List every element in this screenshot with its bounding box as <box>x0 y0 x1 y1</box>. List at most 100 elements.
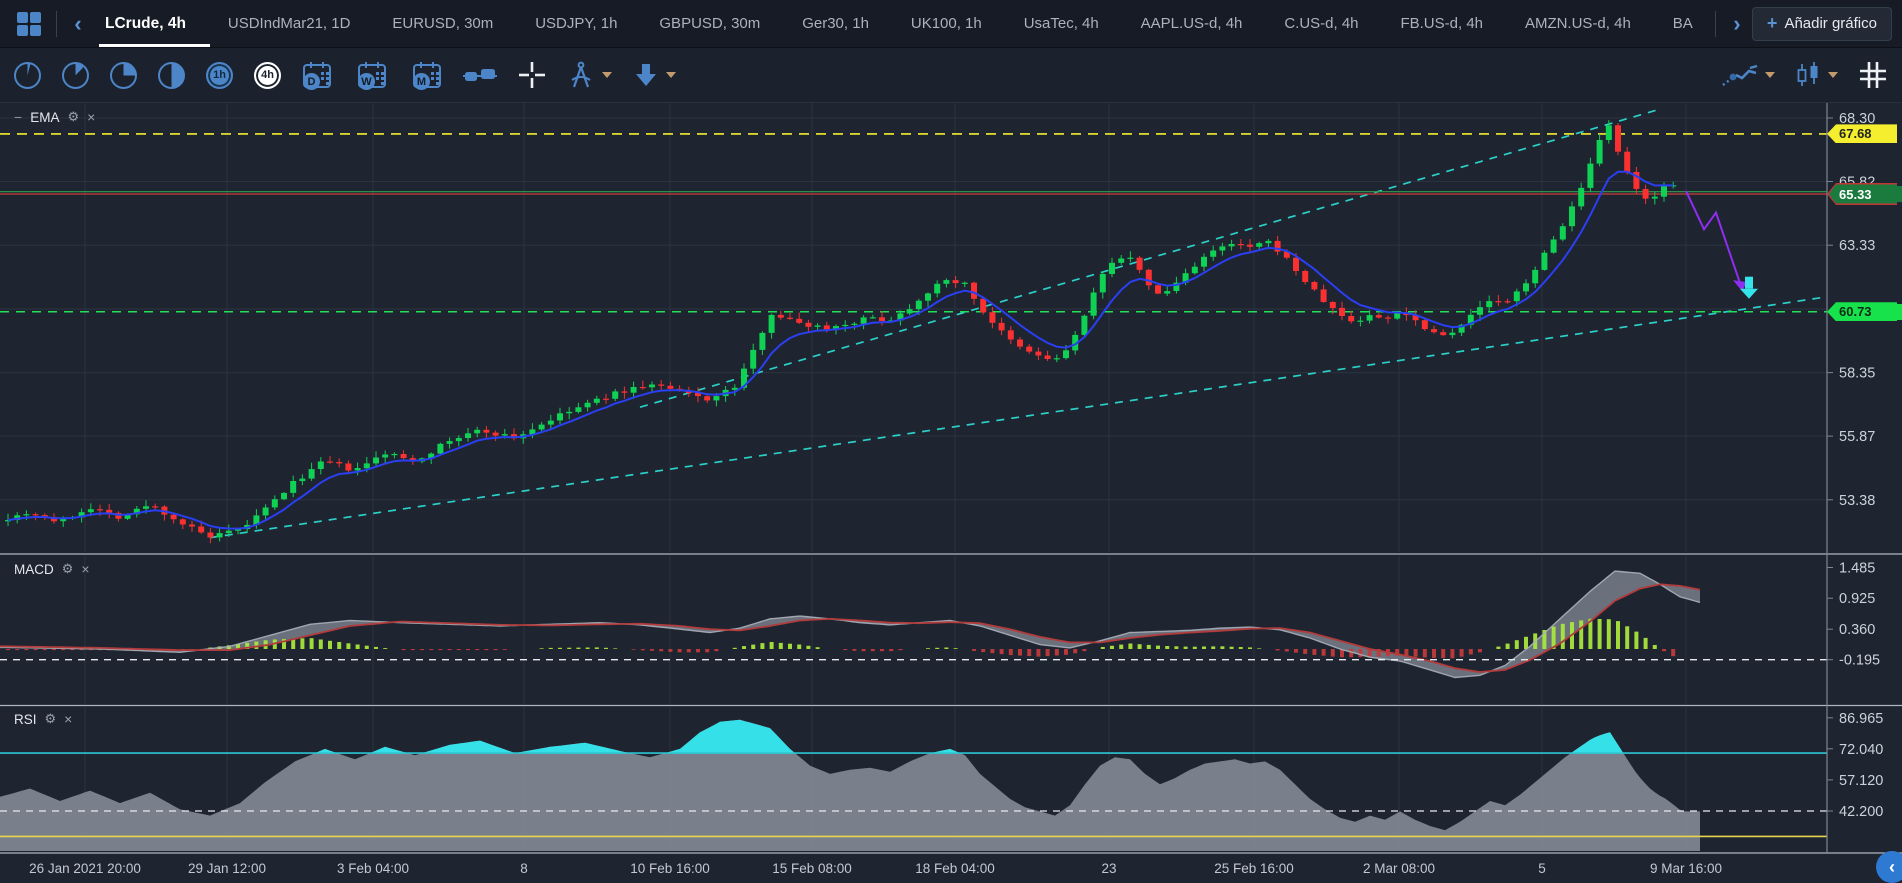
current-price-badge-value: 65.33 <box>1827 183 1897 205</box>
period-5m-button[interactable] <box>62 61 89 89</box>
tabs-scroll-right-icon[interactable]: › <box>1733 10 1741 36</box>
chart-style-tools <box>1722 60 1888 90</box>
gear-icon[interactable]: ⚙ <box>67 109 80 124</box>
tab-instrument-5[interactable]: Ger30, 1h <box>802 15 869 32</box>
svg-text:8: 8 <box>520 861 528 876</box>
instrument-tabs: LCrude, 4h USDIndMar21, 1D EURUSD, 30m USDJ… <box>99 0 1699 47</box>
upper-alert-badge[interactable]: 67.68 <box>1827 124 1897 144</box>
crosshair-icon[interactable] <box>518 61 546 89</box>
candlestick-icon <box>1797 62 1818 86</box>
calendar-letter: M <box>413 73 430 90</box>
trend-channel[interactable] <box>209 109 1826 539</box>
collapse-icon[interactable]: − <box>14 109 23 125</box>
calendar-letter: D <box>303 73 320 90</box>
svg-text:57.120: 57.120 <box>1839 773 1883 789</box>
chevron-down-icon <box>1765 72 1775 78</box>
tab-instrument-12[interactable]: BA <box>1672 15 1693 32</box>
calendar-letter: W <box>358 73 375 90</box>
svg-text:0.925: 0.925 <box>1839 591 1875 607</box>
chart-toolbar: 1h 4h D W M <box>0 48 1902 103</box>
plus-icon: + <box>1766 13 1778 33</box>
tabs-scroll-left-icon[interactable]: ‹ <box>74 10 82 36</box>
period-daily-button[interactable]: D <box>302 61 332 90</box>
svg-text:63.33: 63.33 <box>1839 238 1875 254</box>
rsi-series <box>0 719 1827 851</box>
period-15m-button[interactable] <box>110 61 137 89</box>
svg-text:23: 23 <box>1101 861 1116 876</box>
tab-instrument-2[interactable]: EURUSD, 30m <box>392 15 494 32</box>
svg-text:53.38: 53.38 <box>1839 493 1875 509</box>
layout-grid-button[interactable] <box>1858 60 1888 90</box>
macd-series <box>0 570 1827 679</box>
close-icon[interactable]: × <box>64 711 73 727</box>
down-arrow-marker[interactable] <box>1740 276 1758 299</box>
ema-line[interactable] <box>7 170 1674 530</box>
close-icon[interactable]: × <box>87 109 96 125</box>
period-30m-button[interactable] <box>158 61 185 89</box>
divider <box>1714 10 1716 37</box>
gear-icon[interactable]: ⚙ <box>61 561 74 576</box>
svg-text:3 Feb 04:00: 3 Feb 04:00 <box>337 861 409 876</box>
add-chart-button[interactable]: + Añadir gráfico <box>1751 6 1892 41</box>
line-study-icon <box>1722 64 1758 86</box>
collapse-panel-button[interactable]: ‹ <box>1876 851 1902 883</box>
trendline-style-button[interactable] <box>1722 62 1775 88</box>
chart-tabbar: ‹ LCrude, 4h USDIndMar21, 1D EURUSD, 30m US… <box>0 0 1902 48</box>
drawing-tools-button[interactable] <box>567 61 612 89</box>
download-indicator-button[interactable] <box>633 62 676 88</box>
svg-text:55.87: 55.87 <box>1839 429 1875 445</box>
tab-instrument-1[interactable]: USDIndMar21, 1D <box>227 15 351 32</box>
chevron-down-icon <box>666 72 676 78</box>
current-price-badge[interactable]: 65.33 <box>1827 183 1897 205</box>
svg-text:2 Mar 08:00: 2 Mar 08:00 <box>1363 861 1435 876</box>
svg-text:-0.195: -0.195 <box>1839 653 1880 669</box>
svg-text:0.360: 0.360 <box>1839 622 1875 638</box>
tab-instrument-6[interactable]: UK100, 1h <box>910 15 982 32</box>
compass-icon <box>571 61 591 88</box>
pane-separators[interactable] <box>0 553 1902 854</box>
svg-text:26 Jan 2021 20:00: 26 Jan 2021 20:00 <box>29 861 141 876</box>
period-4h-button[interactable]: 4h <box>254 61 281 89</box>
time-axis-labels: 26 Jan 2021 20:00 29 Jan 12:00 3 Feb 04:00… <box>29 861 1722 876</box>
bar-offset-icon[interactable] <box>463 66 497 84</box>
svg-text:42.200: 42.200 <box>1839 804 1883 820</box>
period-weekly-button[interactable]: W <box>357 61 387 90</box>
app-grid-icon[interactable] <box>12 7 46 41</box>
tab-instrument-0[interactable]: LCrude, 4h <box>99 0 210 47</box>
svg-text:68.30: 68.30 <box>1839 111 1875 127</box>
gear-icon[interactable]: ⚙ <box>44 711 57 726</box>
grid-squares-icon <box>17 11 41 36</box>
candlestick-series <box>5 120 1677 544</box>
add-chart-label: Añadir gráfico <box>1784 15 1877 32</box>
period-1h-button[interactable]: 1h <box>206 61 233 89</box>
close-icon[interactable]: × <box>81 561 90 577</box>
tab-instrument-9[interactable]: C.US-d, 4h <box>1284 15 1359 32</box>
chart-type-button[interactable] <box>1795 61 1838 89</box>
svg-text:5: 5 <box>1538 861 1546 876</box>
macd-indicator-header: MACD ⚙ × <box>14 561 90 577</box>
period-1m-button[interactable] <box>14 61 41 89</box>
tab-instrument-7[interactable]: UsaTec, 4h <box>1023 15 1099 32</box>
indicator-label: MACD <box>14 561 54 577</box>
svg-text:72.040: 72.040 <box>1839 742 1883 758</box>
indicator-label: EMA <box>30 109 60 125</box>
rsi-indicator-header: RSI ⚙ × <box>14 711 72 727</box>
tab-instrument-4[interactable]: GBPUSD, 30m <box>659 15 761 32</box>
drawing-arrow[interactable] <box>1685 190 1747 292</box>
tab-instrument-11[interactable]: AMZN.US-d, 4h <box>1524 15 1631 32</box>
tab-instrument-3[interactable]: USDJPY, 1h <box>535 15 618 32</box>
grid-layout-icon <box>1860 62 1886 88</box>
period-monthly-button[interactable]: M <box>412 61 442 90</box>
svg-text:9 Mar 16:00: 9 Mar 16:00 <box>1650 861 1722 876</box>
tab-instrument-8[interactable]: AAPL.US-d, 4h <box>1140 15 1243 32</box>
lower-alert-badge[interactable]: 60.73 <box>1827 302 1897 322</box>
tab-instrument-10[interactable]: FB.US-d, 4h <box>1400 15 1483 32</box>
svg-text:18 Feb 04:00: 18 Feb 04:00 <box>915 861 995 876</box>
svg-text:29 Jan 12:00: 29 Jan 12:00 <box>188 861 266 876</box>
divider <box>56 10 57 37</box>
price-axis-labels: 68.3065.8263.3358.3555.8753.381.4850.925… <box>1827 111 1883 820</box>
chevron-down-icon <box>1828 72 1838 78</box>
